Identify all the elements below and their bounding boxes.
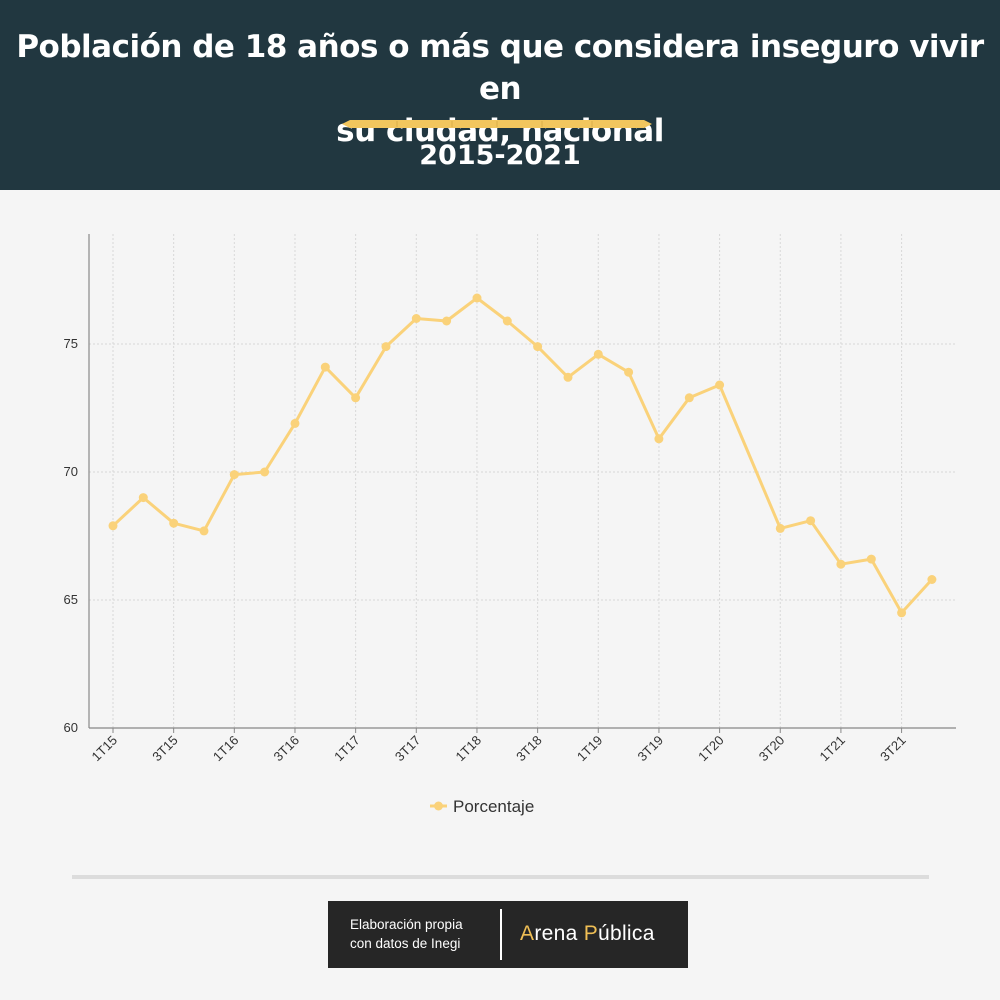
- data-point: [381, 342, 391, 352]
- data-point: [866, 554, 876, 564]
- y-tick-label: 70: [64, 464, 78, 479]
- credit-badge: Elaboración propia con datos de Inegi Ar…: [328, 901, 688, 968]
- brand-word-ublica: ública: [598, 922, 655, 945]
- x-tick-label: 3T20: [756, 733, 788, 765]
- badge-divider: [500, 909, 502, 960]
- x-tick-label: 1T17: [331, 733, 363, 765]
- series-line: [111, 296, 934, 615]
- y-tick-label: 65: [64, 592, 78, 607]
- brand-initial-a: A: [520, 922, 535, 945]
- data-point: [199, 526, 209, 536]
- x-tick-label: 3T21: [877, 733, 909, 765]
- data-point: [927, 575, 937, 584]
- chart-axes: [88, 234, 956, 733]
- data-point: [320, 362, 330, 372]
- data-point: [563, 372, 573, 382]
- data-point: [593, 349, 603, 359]
- data-point: [897, 608, 907, 618]
- brand-word-rena: rena: [534, 922, 584, 945]
- data-point: [533, 342, 543, 352]
- data-point: [806, 516, 816, 526]
- chart-subtitle: 2015-2021: [419, 140, 581, 171]
- data-point: [169, 518, 179, 528]
- header-banner: Población de 18 años o más que considera…: [0, 0, 1000, 190]
- x-axis-labels: 1T15 3T15 1T16 3T16 1T17 3T17 1T18 3T18 1T19 3T19…: [89, 733, 909, 765]
- data-point: [290, 418, 300, 428]
- series-porcentaje: [108, 293, 937, 618]
- data-point: [715, 380, 725, 390]
- data-point: [260, 467, 270, 477]
- data-point: [624, 367, 634, 377]
- data-point: [472, 293, 482, 303]
- x-tick-label: 1T19: [574, 733, 606, 765]
- data-point: [351, 393, 361, 403]
- brand-logo: Arena Pública: [520, 920, 655, 948]
- data-point: [108, 521, 118, 531]
- line-chart: 60 65 70 75 1T15 3T15 1T16 3T16 1T17 3T17 1T18 3T1…: [64, 234, 956, 816]
- x-tick-label: 3T15: [149, 733, 181, 765]
- x-tick-label: 1T15: [89, 733, 121, 765]
- x-tick-label: 3T16: [271, 733, 303, 765]
- y-tick-label: 75: [64, 336, 78, 351]
- data-point: [442, 316, 452, 326]
- legend-marker: [434, 801, 443, 811]
- data-point: [775, 523, 785, 533]
- data-point: [684, 393, 694, 403]
- x-tick-label: 1T16: [210, 733, 242, 765]
- data-point: [502, 316, 512, 326]
- credit-text: Elaboración propia con datos de Inegi: [350, 915, 463, 953]
- y-tick-label: 60: [64, 720, 78, 735]
- grid-lines: [89, 234, 956, 728]
- title-line-2: su ciudad, nacional: [336, 113, 664, 149]
- credit-line-1: Elaboración propia: [350, 917, 463, 932]
- legend: Porcentaje: [430, 797, 534, 816]
- data-point: [229, 470, 239, 480]
- data-point: [138, 493, 148, 503]
- data-point: [836, 559, 846, 569]
- x-tick-label: 1T18: [453, 733, 485, 765]
- credit-line-2: con datos de Inegi: [350, 936, 461, 951]
- x-tick-label: 3T17: [392, 733, 424, 765]
- x-tick-label: 3T18: [513, 733, 545, 765]
- title-line-1: Población de 18 años o más que considera…: [16, 29, 984, 107]
- ruler-divider-icon: [342, 120, 652, 128]
- x-tick-label: 1T21: [816, 733, 848, 765]
- brand-initial-p: P: [583, 922, 598, 945]
- x-tick-label: 1T20: [695, 733, 727, 765]
- y-axis-labels: 60 65 70 75: [64, 336, 78, 735]
- chart-title: Población de 18 años o más que considera…: [0, 26, 1000, 152]
- data-point: [411, 314, 421, 323]
- data-point: [654, 434, 664, 444]
- legend-label: Porcentaje: [453, 797, 534, 816]
- footer-separator: [72, 875, 929, 879]
- x-tick-label: 3T19: [634, 733, 666, 765]
